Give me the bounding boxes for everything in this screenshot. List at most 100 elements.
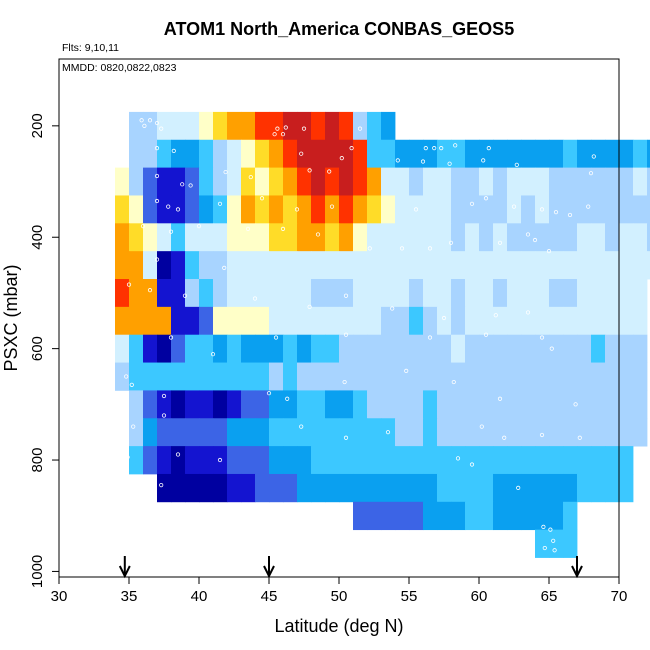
heatmap-cell [591,362,606,391]
heatmap-cell [255,362,270,391]
heatmap-cell [129,279,144,308]
observation-point [188,183,193,188]
heatmap-cell [283,418,298,447]
heatmap-cell [451,223,466,252]
heatmap-cell [213,390,228,419]
heatmap-cell [535,139,550,169]
heatmap-cell [185,334,200,363]
heatmap-cell [269,279,284,308]
heatmap-cell [451,418,466,447]
heatmap-cell [535,167,550,196]
observation-point [502,435,507,440]
heatmap-cell [157,111,172,141]
heatmap-cell [507,418,522,447]
heatmap-cell [325,362,340,391]
heatmap-cell [591,139,606,169]
heatmap-cell [115,223,130,252]
heatmap-cell [563,139,578,169]
heatmap-cell [633,223,648,252]
observation-point [147,288,153,293]
heatmap-cell [255,334,270,363]
heatmap-cell [129,223,144,252]
observation-point [329,204,335,209]
heatmap-cell [129,167,144,196]
observation-point [217,201,223,206]
heatmap-cell [185,418,200,447]
heatmap-cell [507,334,522,363]
heatmap-cell [129,306,144,336]
heatmap-cell [353,390,368,419]
heatmap-cell [535,334,550,363]
observation-point [124,418,129,424]
observation-point [166,204,171,209]
heatmap-cell [283,251,298,280]
heatmap-cell [129,418,144,447]
heatmap-cell [381,334,396,363]
heatmap-cell [507,167,522,196]
heatmap-cell [423,167,438,196]
heatmap-cell [185,279,200,308]
heatmap-cell [241,334,256,363]
heatmap-cell [521,501,536,531]
heatmap-cell [157,167,172,196]
heatmap-cell [171,362,186,391]
heatmap-cell [451,251,466,280]
heatmap-cell [465,223,480,252]
heatmap-cell [381,279,396,308]
heatmap-cell [199,334,214,363]
heatmap-cell [409,279,424,308]
heatmap-cell [339,111,354,141]
heatmap-cell [283,111,298,141]
heatmap-cell [297,139,312,169]
dates-annotation: MMDD: 0820,0822,0823 [62,62,177,74]
heatmap-cell [605,139,620,169]
heatmap-cell [647,223,650,252]
heatmap-cell [409,139,424,169]
heatmap-cell [241,473,256,503]
heatmap-cell [171,306,186,336]
heatmap-cell [367,501,382,531]
heatmap-cell [325,167,340,196]
observation-point [542,545,547,551]
observation-point [159,482,164,488]
heatmap-cell [563,306,578,336]
heatmap-cell [213,418,228,447]
observation-point [497,240,503,245]
heatmap-cell [143,251,158,280]
heatmap-cell [549,362,564,391]
heatmap-cell [493,362,508,391]
heatmap-cell [283,223,298,252]
heatmap-cell [129,251,144,280]
observation-point [342,379,347,385]
heatmap-cell [605,223,620,252]
heatmap-cell [213,334,228,363]
heatmap-cell [479,473,494,503]
heatmap-cell [465,334,480,363]
heatmap-cell [591,279,606,308]
heatmap-cell [423,418,438,447]
observation-point [479,424,484,429]
observation-point [349,146,354,151]
heatmap-cell [297,195,312,224]
heatmap-cell [297,418,312,447]
heatmap-cell [353,139,368,169]
heatmap-cell [115,167,130,196]
heatmap-cell [437,473,452,503]
heatmap-cell [381,446,396,475]
heatmap-cell [423,446,438,475]
observation-point [147,118,153,123]
observation-point [552,548,557,553]
observation-points [124,118,596,553]
observation-point [413,207,419,212]
heatmap-cell [437,195,452,224]
heatmap-cell [325,195,340,224]
heatmap-cell [395,223,410,252]
heatmap-cell [157,306,172,336]
heatmap-cell [549,390,564,419]
heatmap-cell [311,251,326,280]
heatmap-cell [493,223,508,252]
heatmap-cell [549,223,564,252]
heatmap-cell [535,529,550,558]
heatmap-cell [199,446,214,475]
heatmap-cell [297,446,312,475]
